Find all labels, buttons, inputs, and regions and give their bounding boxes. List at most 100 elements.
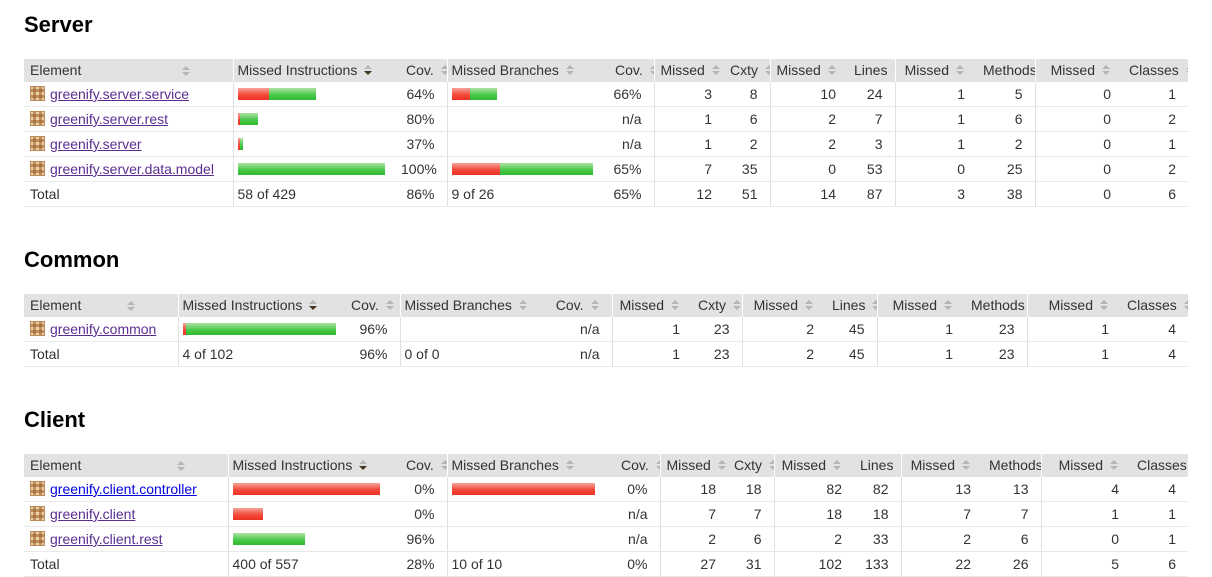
col-header-missed-instructions[interactable]: Missed Instructions — [232, 59, 400, 82]
package-link[interactable]: greenify.server.data.model — [50, 161, 214, 177]
col-header-missed[interactable]: Missed — [894, 59, 977, 82]
col-header-classes[interactable]: Classes — [1131, 454, 1188, 477]
col-header-label: Missed Instructions — [182, 297, 303, 313]
sort-icon — [1185, 65, 1188, 76]
missed-instructions-bar — [227, 526, 400, 552]
col-header-label: Cov. — [555, 297, 584, 313]
col-header-missed[interactable]: Missed — [773, 454, 854, 477]
counter-cell: 24 — [848, 82, 895, 107]
col-header-cov[interactable]: Cov. — [615, 454, 660, 477]
sort-icon — [1100, 300, 1109, 311]
col-header-methods[interactable]: Methods — [965, 294, 1027, 317]
total-counter-cell: 2 — [741, 341, 826, 367]
instruction-coverage: 96% — [400, 526, 447, 552]
package-link[interactable]: greenify.server.service — [50, 86, 190, 102]
col-header-label: Cov. — [406, 62, 434, 78]
package-link[interactable]: greenify.server.rest — [50, 111, 169, 127]
missed-instructions-bar — [232, 106, 400, 132]
col-header-methods[interactable]: Methods — [983, 454, 1041, 477]
header-row: Element Missed Instructions Cov. Missed Bra… — [24, 454, 1188, 477]
total-counter-cell: 102 — [773, 551, 854, 577]
col-header-cxty[interactable]: Cxty — [724, 59, 770, 82]
counter-cell: 7 — [983, 501, 1041, 527]
col-header-cov[interactable]: Cov. — [400, 59, 447, 82]
col-header-missed[interactable]: Missed — [741, 294, 826, 317]
col-header-lines[interactable]: Lines — [854, 454, 901, 477]
package-link[interactable]: greenify.client.rest — [50, 531, 163, 547]
counter-cell: 3 — [848, 131, 895, 157]
counter-cell: 2 — [659, 526, 728, 552]
package-link[interactable]: greenify.server — [50, 136, 142, 152]
col-header-label: Cov. — [615, 62, 643, 78]
missed-instructions-bar — [227, 477, 400, 502]
package-row: greenify.server.data.model 100% 65% 7 35 0 53 0… — [24, 156, 1188, 182]
col-header-label: Element — [30, 297, 82, 313]
counter-cell: 3 — [653, 82, 724, 107]
col-header-missed[interactable]: Missed — [900, 454, 983, 477]
col-header-element[interactable]: Element — [24, 59, 233, 82]
missed-instructions-bar-graphic — [232, 483, 397, 495]
col-header-classes[interactable]: Classes — [1121, 294, 1188, 317]
missed-branches-bar — [446, 501, 615, 527]
counter-cell: 1 — [653, 106, 724, 132]
col-header-methods[interactable]: Methods — [977, 59, 1035, 82]
col-header-label: Missed — [660, 62, 705, 78]
col-header-cxty[interactable]: Cxty — [728, 454, 774, 477]
element-cell: greenify.client.controller — [24, 477, 228, 502]
col-header-cov[interactable]: Cov. — [400, 454, 447, 477]
package-link[interactable]: greenify.client.controller — [50, 481, 197, 497]
sort-icon — [711, 65, 721, 76]
col-header-missed[interactable]: Missed — [611, 294, 692, 317]
counter-cell: 6 — [728, 526, 774, 552]
sort-icon — [833, 460, 842, 471]
col-header-missed-instructions[interactable]: Missed Instructions — [227, 454, 400, 477]
branch-coverage: n/a — [609, 106, 654, 132]
counter-cell: 2 — [724, 131, 770, 157]
col-header-missed[interactable]: Missed — [769, 59, 848, 82]
counter-cell: 6 — [724, 106, 770, 132]
counter-cell: 25 — [977, 156, 1035, 182]
col-header-missed[interactable]: Missed — [659, 454, 728, 477]
col-header-classes[interactable]: Classes — [1123, 59, 1188, 82]
missed-branches-bar-graphic — [451, 88, 606, 100]
counter-cell: 0 — [1034, 82, 1123, 107]
total-row: Total 4 of 102 96% 0 of 0 n/a 1 23 2 45 1 23 1 4 — [24, 341, 1188, 367]
col-header-element[interactable]: Element — [24, 294, 178, 317]
package-link[interactable]: greenify.common — [50, 321, 157, 337]
counter-cell: 4 — [1131, 477, 1188, 502]
col-header-missed[interactable]: Missed — [876, 294, 965, 317]
section-heading-server: Server — [24, 12, 93, 37]
total-row: Total 58 of 429 86% 9 of 26 65% 12 51 14 87 3 38 0 6 — [24, 181, 1188, 207]
col-header-cxty[interactable]: Cxty — [692, 294, 742, 317]
counter-cell: 2 — [1123, 156, 1188, 182]
col-header-lines[interactable]: Lines — [848, 59, 895, 82]
col-header-cov[interactable]: Cov. — [548, 294, 612, 317]
col-header-label: Cxty — [734, 457, 762, 473]
total-counter-cell: 6 — [1123, 181, 1188, 207]
col-header-label: Element — [30, 457, 82, 473]
counter-cell: 45 — [826, 317, 877, 342]
missed-branches-bar — [446, 526, 615, 552]
col-header-missed-branches[interactable]: Missed Branches — [446, 454, 615, 477]
counter-cell: 2 — [1123, 106, 1188, 132]
col-header-missed[interactable]: Missed — [1034, 59, 1123, 82]
col-header-missed-branches[interactable]: Missed Branches — [446, 59, 609, 82]
col-header-missed[interactable]: Missed — [1026, 294, 1121, 317]
total-instruction-coverage: 28% — [400, 551, 447, 577]
col-header-missed[interactable]: Missed — [653, 59, 724, 82]
col-header-cov[interactable]: Cov. — [345, 294, 400, 317]
counter-cell: 7 — [900, 501, 983, 527]
package-row: greenify.server.rest 80% n/a 1 6 2 7 1 6 0 2 — [24, 106, 1188, 132]
col-header-lines[interactable]: Lines — [826, 294, 877, 317]
package-row: greenify.client 0% n/a 7 7 18 18 7 7 1 1 — [24, 501, 1188, 527]
package-link[interactable]: greenify.client — [50, 506, 136, 522]
col-header-missed-branches[interactable]: Missed Branches — [399, 294, 548, 317]
col-header-missed-instructions[interactable]: Missed Instructions — [177, 294, 345, 317]
counter-cell: 1 — [653, 131, 724, 157]
col-header-cov[interactable]: Cov. — [609, 59, 654, 82]
col-header-element[interactable]: Element — [24, 454, 228, 477]
instruction-coverage: 0% — [400, 477, 447, 502]
counter-cell: 4 — [1121, 317, 1188, 342]
col-header-missed[interactable]: Missed — [1040, 454, 1131, 477]
col-header-label: Missed — [892, 297, 937, 313]
